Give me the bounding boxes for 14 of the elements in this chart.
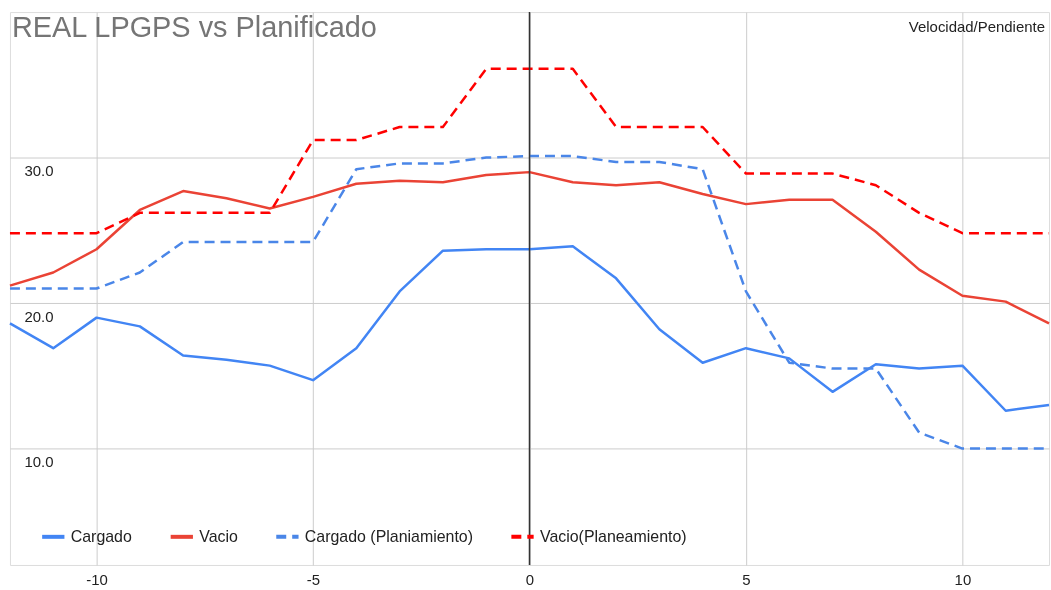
legend-label: Cargado [70,527,132,545]
x-tick-label: -10 [86,571,108,589]
y-tick-label: 10.0 [24,453,54,470]
x-tick-label: 5 [742,571,751,589]
y-axis-title: Velocidad/Pendiente [908,18,1046,35]
x-tick-label: 0 [525,571,535,589]
y-tick-label: 20.0 [24,307,54,325]
y-tick-label: 30.0 [24,162,54,179]
chart-title: REAL LPGPS vs Planificado [11,10,377,43]
x-tick-label: 10 [954,571,972,589]
legend-label: Vacio [199,527,239,545]
legend-label: Cargado (Planiamiento) [304,527,473,545]
x-tick-label: -5 [306,571,321,589]
legend-label: Vacio(Planeamiento) [539,527,687,545]
